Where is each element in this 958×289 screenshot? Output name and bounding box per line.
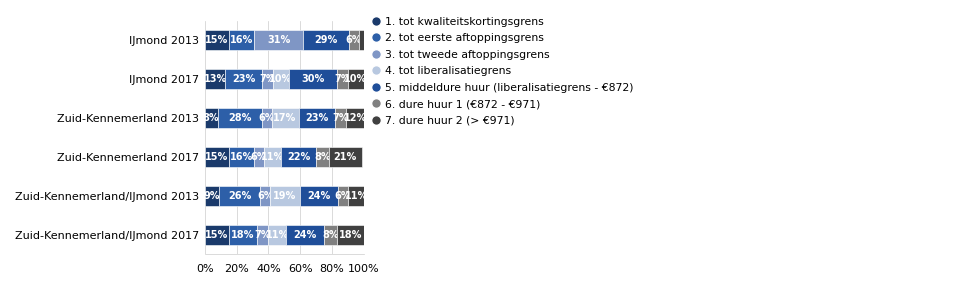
Bar	[285, 225, 324, 244]
Bar	[254, 147, 263, 167]
Bar	[205, 186, 219, 205]
Text: 23%: 23%	[232, 74, 256, 84]
Bar	[262, 108, 271, 128]
Text: 8%: 8%	[322, 230, 338, 240]
Text: 7%: 7%	[334, 74, 351, 84]
Text: 17%: 17%	[273, 113, 297, 123]
Bar	[257, 225, 268, 244]
Bar	[229, 225, 257, 244]
Text: 7%: 7%	[260, 74, 276, 84]
Bar	[289, 69, 336, 89]
Bar	[205, 225, 229, 244]
Bar	[336, 225, 365, 244]
Bar	[336, 69, 348, 89]
Text: 16%: 16%	[230, 152, 253, 162]
Text: 31%: 31%	[267, 35, 290, 45]
Bar	[254, 30, 304, 50]
Text: 13%: 13%	[203, 74, 227, 84]
Bar	[304, 30, 350, 50]
Text: 6%: 6%	[259, 113, 275, 123]
Bar	[229, 30, 254, 50]
Text: 6%: 6%	[334, 191, 352, 201]
Text: 18%: 18%	[339, 230, 363, 240]
Text: 19%: 19%	[273, 191, 297, 201]
Text: 24%: 24%	[308, 191, 331, 201]
Bar	[348, 186, 365, 205]
Text: 9%: 9%	[204, 191, 220, 201]
Text: 18%: 18%	[231, 230, 255, 240]
Text: 6%: 6%	[346, 35, 362, 45]
Bar	[205, 69, 225, 89]
Bar	[219, 186, 261, 205]
Text: 30%: 30%	[301, 74, 325, 84]
Text: 11%: 11%	[261, 152, 284, 162]
Bar	[262, 69, 273, 89]
Bar	[316, 147, 329, 167]
Text: 22%: 22%	[286, 152, 310, 162]
Bar	[299, 108, 335, 128]
Bar	[205, 147, 229, 167]
Bar	[273, 69, 289, 89]
Text: 11%: 11%	[265, 230, 288, 240]
Bar	[346, 108, 365, 128]
Bar	[348, 69, 364, 89]
Text: 7%: 7%	[332, 113, 349, 123]
Text: 6%: 6%	[257, 191, 273, 201]
Text: 24%: 24%	[293, 230, 316, 240]
Bar	[359, 30, 364, 50]
Text: 6%: 6%	[251, 152, 267, 162]
Text: 15%: 15%	[205, 152, 228, 162]
Text: 21%: 21%	[333, 152, 357, 162]
Text: 23%: 23%	[306, 113, 329, 123]
Text: 11%: 11%	[345, 191, 368, 201]
Text: 8%: 8%	[314, 152, 331, 162]
Text: 12%: 12%	[344, 113, 367, 123]
Bar	[217, 108, 262, 128]
Legend: 1. tot kwaliteitskortingsgrens, 2. tot eerste aftoppingsgrens, 3. tot tweede aft: 1. tot kwaliteitskortingsgrens, 2. tot e…	[371, 14, 635, 128]
Bar	[229, 147, 254, 167]
Text: 26%: 26%	[228, 191, 251, 201]
Bar	[350, 30, 359, 50]
Bar	[268, 225, 285, 244]
Bar	[205, 108, 217, 128]
Text: 10%: 10%	[344, 74, 367, 84]
Text: 15%: 15%	[205, 230, 228, 240]
Text: 7%: 7%	[255, 230, 271, 240]
Bar	[261, 186, 270, 205]
Text: 29%: 29%	[314, 35, 338, 45]
Bar	[281, 147, 316, 167]
Bar	[324, 225, 336, 244]
Text: 16%: 16%	[230, 35, 253, 45]
Bar	[271, 108, 299, 128]
Text: 28%: 28%	[228, 113, 251, 123]
Bar	[300, 186, 338, 205]
Bar	[263, 147, 281, 167]
Bar	[335, 108, 346, 128]
Text: 10%: 10%	[269, 74, 293, 84]
Bar	[338, 186, 348, 205]
Text: 15%: 15%	[205, 35, 228, 45]
Text: 8%: 8%	[203, 113, 219, 123]
Bar	[225, 69, 262, 89]
Bar	[205, 30, 229, 50]
Bar	[329, 147, 362, 167]
Bar	[270, 186, 300, 205]
